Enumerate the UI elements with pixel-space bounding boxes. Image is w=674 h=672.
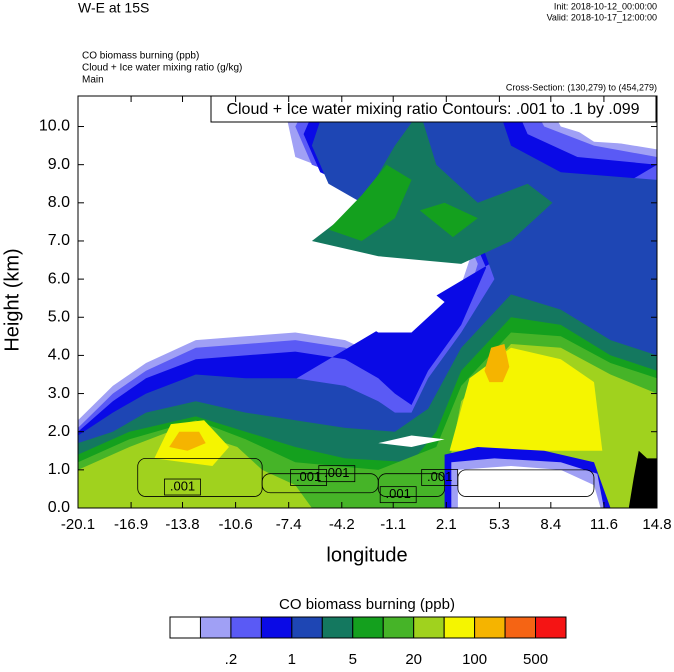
colorbar-label: 5 xyxy=(349,651,357,667)
x-tick-label: -20.1 xyxy=(61,516,95,533)
colorbar-swatch xyxy=(260,616,293,639)
x-tick-label: 11.6 xyxy=(590,516,618,533)
contour-label-box xyxy=(379,486,417,504)
terrain xyxy=(628,450,657,508)
colorbar-swatch xyxy=(382,616,415,639)
y-tick-label: 8.0 xyxy=(48,194,70,211)
y-tick-label: 10.0 xyxy=(39,118,70,135)
x-axis-label: longitude xyxy=(326,544,407,566)
colorbar-swatch xyxy=(474,616,506,639)
colorbar-swatch xyxy=(321,616,354,639)
valid-time: Valid: 2018-10-17_12:00:00 xyxy=(547,12,657,22)
contour-label-box xyxy=(290,469,328,486)
colorbar-swatch xyxy=(230,616,262,639)
contour-label: .001 xyxy=(427,469,452,484)
y-tick-label: 4.0 xyxy=(48,347,70,364)
colorbar-swatch xyxy=(443,616,476,639)
colorbar-swatch xyxy=(535,616,567,639)
cross-section: Cross-Section: (130,279) to (454,279) xyxy=(506,82,657,92)
x-tick-label: -7.4 xyxy=(276,516,302,533)
x-tick-label: -16.9 xyxy=(114,516,148,533)
contour-fill xyxy=(378,435,445,447)
x-tick-label: -4.2 xyxy=(329,516,355,533)
contour-label-box xyxy=(164,478,201,496)
field-label: CO biomass burning (ppb) xyxy=(82,51,199,62)
contour-fill xyxy=(328,164,412,241)
chart-title: W-E at 15S xyxy=(78,0,149,16)
colorbar-swatch xyxy=(413,616,445,639)
contour-info: Cloud + Ice water mixing ratio Contours:… xyxy=(226,101,639,118)
field-label: Main xyxy=(82,75,104,86)
contour-fill xyxy=(484,344,510,383)
x-tick-label: 2.1 xyxy=(436,516,457,533)
contour-fill xyxy=(169,431,206,451)
contour-fill xyxy=(268,225,292,249)
contour-info-box xyxy=(210,95,657,123)
cloud-contour xyxy=(137,458,263,497)
x-tick-label: -1.1 xyxy=(380,516,406,533)
y-tick-label: 5.0 xyxy=(48,308,70,325)
field-label: Cloud + Ice water mixing ratio (g/kg) xyxy=(82,63,242,74)
colorbar-label: .2 xyxy=(225,651,238,667)
colorbar-label: 1 xyxy=(288,651,296,667)
y-tick-label: 6.0 xyxy=(48,270,70,287)
contour-fill xyxy=(419,202,478,238)
colorbar-title: CO biomass burning (ppb) xyxy=(279,596,455,613)
colorbar-swatch xyxy=(199,616,232,639)
contour-label: .001 xyxy=(386,486,411,501)
x-tick-label: -10.6 xyxy=(219,516,253,533)
x-tick-label: 8.4 xyxy=(540,516,561,533)
init-time: Init: 2018-10-12_00:00:00 xyxy=(554,1,657,11)
colorbar-label: 100 xyxy=(462,651,487,667)
colorbar-label: 500 xyxy=(523,651,548,667)
contour-label: .001 xyxy=(170,478,195,493)
plot-area: .001.001.001.001.001 xyxy=(78,96,657,508)
contour-label-box xyxy=(318,465,356,483)
y-tick-label: 7.0 xyxy=(48,232,70,249)
x-tick-label: 5.3 xyxy=(489,516,510,533)
colorbar-swatch xyxy=(169,616,201,639)
y-tick-label: 3.0 xyxy=(48,385,70,402)
plot-frame xyxy=(77,95,658,509)
x-tick-label: -13.8 xyxy=(165,516,199,533)
y-tick-label: 9.0 xyxy=(48,156,70,173)
colorbar-swatch xyxy=(291,616,323,639)
y-axis-label: Height (km) xyxy=(1,248,23,351)
y-tick-label: 0.0 xyxy=(48,499,70,516)
y-tick-label: 1.0 xyxy=(48,461,70,478)
contour-fill xyxy=(457,466,601,508)
colorbar-swatch xyxy=(504,616,537,639)
contour-fill xyxy=(328,275,445,333)
colorbar-label: 20 xyxy=(405,651,422,667)
contour-label: .001 xyxy=(296,469,321,484)
colorbar-swatch xyxy=(352,616,384,639)
contour-label-box xyxy=(421,469,459,486)
y-tick-label: 2.0 xyxy=(48,423,70,440)
x-tick-label: 14.8 xyxy=(642,516,671,533)
contour-label: .001 xyxy=(324,465,349,480)
